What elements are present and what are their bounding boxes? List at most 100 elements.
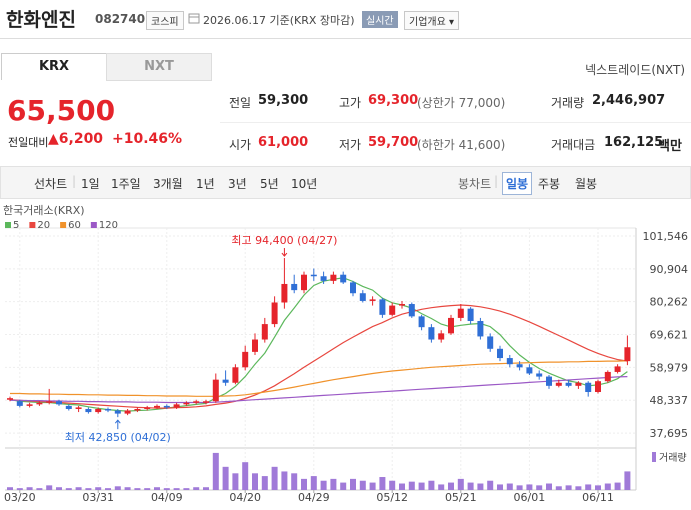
period-button[interactable]: 1주일 bbox=[111, 177, 141, 191]
period-button[interactable]: 10년 bbox=[291, 177, 318, 191]
legend-swatch bbox=[60, 222, 67, 228]
volume-bar bbox=[173, 488, 180, 490]
volume-bar bbox=[85, 488, 92, 490]
volume-bar bbox=[575, 486, 582, 490]
volume-legend: 거래량 bbox=[659, 452, 687, 464]
candle-body bbox=[575, 382, 582, 386]
x-tick-label: 04/09 bbox=[151, 491, 183, 504]
period-button[interactable]: 1일 bbox=[81, 177, 100, 191]
y-tick-label: 101,546 bbox=[643, 230, 689, 243]
stat-label: 거래대금 bbox=[551, 138, 596, 152]
volume-bar bbox=[56, 487, 62, 490]
volume-bar bbox=[438, 484, 445, 490]
volume-bar bbox=[487, 480, 494, 490]
company-label: 기업개요 bbox=[409, 17, 446, 28]
candle-body bbox=[536, 373, 543, 377]
volume-bar bbox=[26, 487, 33, 490]
moving-average-line bbox=[9, 277, 628, 412]
line-chart-label[interactable]: 선차트 bbox=[34, 177, 68, 191]
period-button[interactable]: 5년 bbox=[260, 177, 279, 191]
candle-body bbox=[350, 282, 356, 294]
company-button[interactable]: 기업개요 ▾ bbox=[404, 11, 460, 30]
volume-bar bbox=[467, 482, 474, 490]
base-date: 2026.06.17 기준(KRX 장마감) bbox=[203, 14, 355, 27]
candle-chart-label[interactable]: 봉차트 bbox=[458, 177, 492, 191]
low-label: 최저 42,850 (04/02) bbox=[65, 431, 171, 444]
period-button[interactable]: 1년 bbox=[196, 177, 215, 191]
volume-bar bbox=[310, 476, 317, 490]
candle-body bbox=[340, 274, 347, 283]
volume-bar bbox=[546, 483, 552, 490]
change-label: 전일대비 bbox=[8, 136, 49, 149]
stat-note: (상한가 77,000) bbox=[417, 96, 506, 110]
candle-body bbox=[389, 305, 396, 315]
volume-bar bbox=[114, 486, 121, 490]
period-button[interactable]: 3년 bbox=[228, 177, 247, 191]
period-button[interactable]: 3개월 bbox=[153, 177, 183, 191]
candle-body bbox=[310, 274, 317, 277]
period-button[interactable]: 월봉 bbox=[575, 177, 598, 191]
candle-body bbox=[252, 339, 258, 352]
candle-body bbox=[144, 407, 151, 409]
calendar-icon bbox=[188, 13, 200, 24]
legend-label: 60 bbox=[68, 220, 81, 231]
x-tick-label: 05/12 bbox=[376, 491, 408, 504]
period-button[interactable]: 주봉 bbox=[538, 177, 561, 191]
x-tick-label: 06/11 bbox=[582, 491, 614, 504]
stat-label: 저가 bbox=[339, 138, 362, 152]
candle-body bbox=[408, 304, 415, 317]
volume-bar bbox=[624, 471, 631, 490]
candle-body bbox=[222, 379, 229, 383]
candle-body bbox=[85, 408, 92, 413]
x-tick-label: 03/31 bbox=[82, 491, 114, 504]
candle-body bbox=[359, 293, 366, 301]
volume-bar bbox=[154, 487, 160, 490]
stat-value: 59,700 bbox=[368, 135, 419, 150]
stat-label: 시가 bbox=[229, 138, 252, 152]
tab-nxt[interactable]: NXT bbox=[106, 53, 212, 81]
volume-bar bbox=[526, 484, 533, 490]
volume-bar bbox=[428, 480, 435, 490]
period-button-selected[interactable]: 일봉 bbox=[502, 172, 533, 195]
volume-bar bbox=[301, 478, 307, 490]
stat-note: (하한가 41,600) bbox=[417, 138, 506, 152]
legend-swatch bbox=[90, 222, 97, 228]
candle-body bbox=[56, 401, 62, 405]
stat-value: 61,000 bbox=[258, 135, 309, 150]
candle-body bbox=[232, 367, 239, 383]
candle-body bbox=[16, 401, 23, 406]
candle-body bbox=[379, 299, 386, 315]
moving-average-line bbox=[10, 360, 628, 397]
volume-bar bbox=[585, 484, 592, 490]
volume-bar bbox=[232, 473, 239, 490]
y-tick-label: 58,979 bbox=[650, 361, 689, 374]
candle-body bbox=[261, 324, 268, 340]
candle-body bbox=[320, 276, 327, 281]
volume-bar bbox=[497, 484, 503, 490]
volume-bar bbox=[506, 483, 513, 490]
realtime-badge[interactable]: 실시간 bbox=[362, 11, 398, 28]
nxt-link[interactable]: 넥스트레이드(NXT) bbox=[585, 63, 685, 77]
volume-bar bbox=[144, 488, 151, 490]
y-tick-label: 37,695 bbox=[650, 427, 689, 440]
candle-body bbox=[428, 327, 435, 340]
volume-bar bbox=[595, 485, 601, 490]
volume-bar bbox=[212, 452, 219, 490]
volume-bar bbox=[418, 482, 425, 490]
volume-bar bbox=[193, 487, 200, 490]
candle-body bbox=[173, 404, 180, 408]
stock-code: 082740 bbox=[95, 12, 146, 26]
period-bar bbox=[0, 166, 691, 199]
volume-bar bbox=[261, 476, 268, 490]
candle-body bbox=[105, 408, 111, 411]
candle-body bbox=[565, 382, 572, 386]
candle-body bbox=[154, 405, 160, 408]
volume-bar bbox=[222, 466, 229, 490]
volume-bar bbox=[65, 488, 72, 490]
x-tick-label: 05/21 bbox=[445, 491, 477, 504]
volume-bar bbox=[36, 488, 43, 490]
stat-value: 162,125 bbox=[604, 135, 664, 150]
tab-krx[interactable]: KRX bbox=[1, 53, 107, 80]
y-tick-label: 90,904 bbox=[650, 263, 689, 276]
